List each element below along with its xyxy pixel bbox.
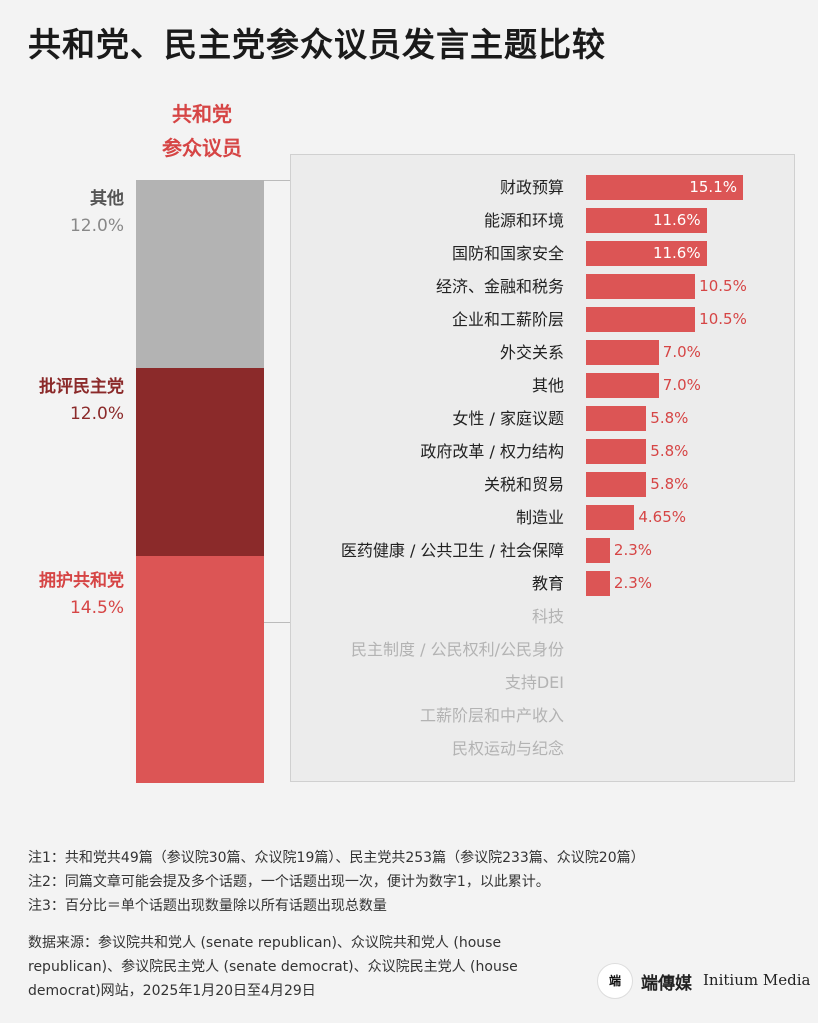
value-label: 2.3% (613, 541, 653, 559)
stack-segment-name: 其他 (90, 189, 124, 209)
stack-segment-percent: 12.0% (69, 403, 124, 424)
stack-segment-label: 其他 12.0% (70, 186, 124, 240)
bar (586, 439, 647, 464)
bar (586, 373, 659, 398)
stacked-bar (136, 180, 264, 783)
column-header-line2: 参众议员 (162, 136, 242, 160)
bar (586, 340, 659, 365)
stack-segment (136, 367, 264, 556)
category-label: 国防和国家安全 (451, 244, 564, 263)
bar (586, 571, 610, 596)
category-label: 女性 / 家庭议题 (452, 409, 564, 428)
value-label: 7.0% (662, 343, 701, 361)
category-label: 外交关系 (499, 343, 564, 362)
topic-breakdown-panel (290, 154, 795, 782)
notes: 注1：共和党共49篇（参议院30篇、众议院19篇）、民主党共253篇（参议院23… (28, 846, 645, 918)
bar (586, 538, 610, 563)
category-label: 经济、金融和税务 (435, 277, 564, 296)
category-label: 教育 (531, 574, 564, 593)
data-source: 数据来源：参议院共和党人 (senate republican)、众议院共和党人… (28, 935, 518, 999)
category-label: 企业和工薪阶层 (451, 310, 564, 329)
value-label: 4.65% (638, 508, 686, 526)
category-label: 关税和贸易 (483, 475, 564, 494)
value-label: 10.5% (699, 277, 747, 295)
category-label: 民主制度 / 公民权利/公民身份 (351, 640, 564, 659)
value-label: 10.5% (699, 310, 747, 328)
bar (586, 175, 743, 200)
stack-segment (136, 555, 264, 783)
note-1: 注1：共和党共49篇（参议院30篇、众议院19篇）、民主党共253篇（参议院23… (28, 850, 645, 866)
stack-segment-label: 拥护共和党 14.5% (39, 568, 124, 622)
connector-bottom (264, 622, 290, 623)
value-label: 5.8% (650, 409, 689, 427)
category-label: 其他 (531, 376, 564, 395)
logo-english-name: Initium Media (703, 971, 811, 989)
value-label: 11.6% (652, 244, 701, 262)
column-header-line1: 共和党 (172, 102, 232, 126)
category-label: 财政预算 (499, 178, 564, 197)
category-label: 科技 (531, 607, 564, 626)
value-label: 5.8% (650, 442, 689, 460)
value-label: 11.6% (652, 211, 701, 229)
category-label: 制造业 (515, 508, 564, 527)
value-label: 7.0% (662, 376, 701, 394)
category-label: 能源和环境 (483, 211, 564, 230)
stack-segment-percent: 12.0% (69, 216, 124, 236)
category-label: 民权运动与纪念 (451, 739, 564, 758)
bar (586, 472, 647, 497)
value-label: 2.3% (613, 574, 653, 592)
value-label: 15.1% (689, 178, 737, 196)
logo-mark: 端 (597, 963, 633, 999)
stack-segment-percent: 14.5% (69, 597, 124, 618)
stack-segment-name: 拥护共和党 (39, 570, 124, 591)
bar (586, 208, 707, 233)
bar (586, 406, 647, 431)
category-label: 工薪阶层和中产收入 (419, 706, 564, 725)
stack-segment-name: 批评民主党 (39, 376, 124, 397)
chart-title: 共和党、民主党参众议员发言主题比较 (28, 25, 606, 64)
logo-chinese-name: 端傳媒 (641, 974, 692, 994)
stack-segment (136, 180, 264, 368)
connector-top (264, 180, 290, 181)
category-label: 支持DEI (504, 673, 564, 692)
bar (586, 505, 635, 530)
stack-segment-label: 批评民主党 12.0% (39, 374, 124, 428)
category-label: 政府改革 / 权力结构 (420, 442, 564, 461)
category-label: 医药健康 / 公共卫生 / 社会保障 (340, 541, 564, 560)
bar (586, 274, 696, 299)
value-label: 5.8% (650, 475, 689, 493)
note-3: 注3：百分比＝单个话题出现数量除以所有话题出现总数量 (28, 898, 387, 914)
bar (586, 307, 696, 332)
bar (586, 241, 707, 266)
note-2: 注2：同篇文章可能会提及多个话题，一个话题出现一次，便计为数字1，以此累计。 (28, 874, 550, 890)
